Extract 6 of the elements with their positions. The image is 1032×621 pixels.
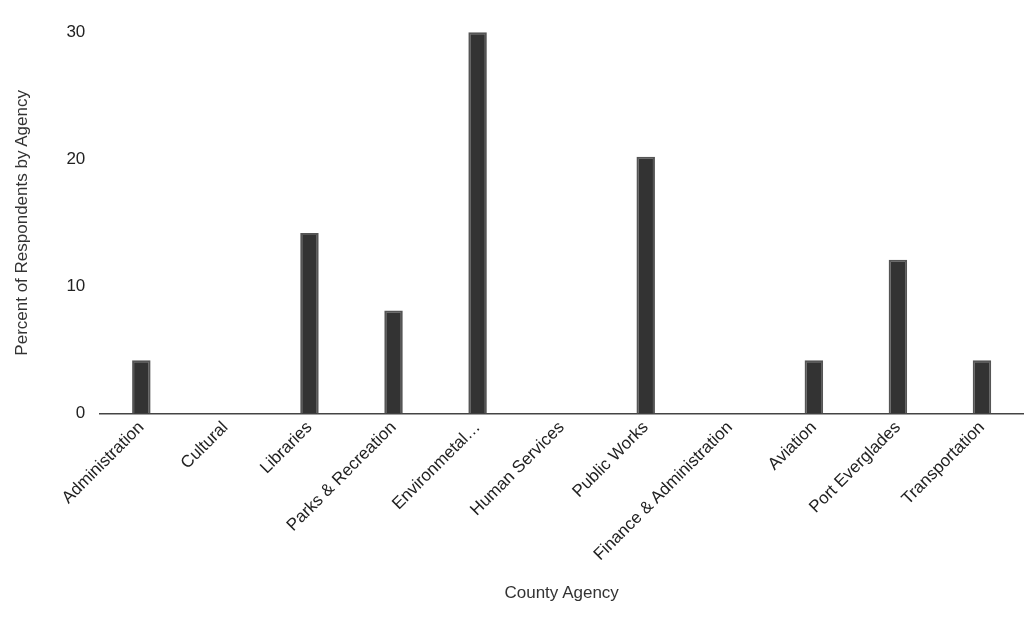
x-axis-title: County Agency [504,583,620,603]
y-axis-title: Percent of Respondents by Agency [11,89,31,356]
y-tick-label: 0 [75,403,86,423]
y-tick-label: 10 [66,276,86,296]
y-tick-label: 20 [66,149,86,168]
y-tick-label: 30 [66,21,86,41]
